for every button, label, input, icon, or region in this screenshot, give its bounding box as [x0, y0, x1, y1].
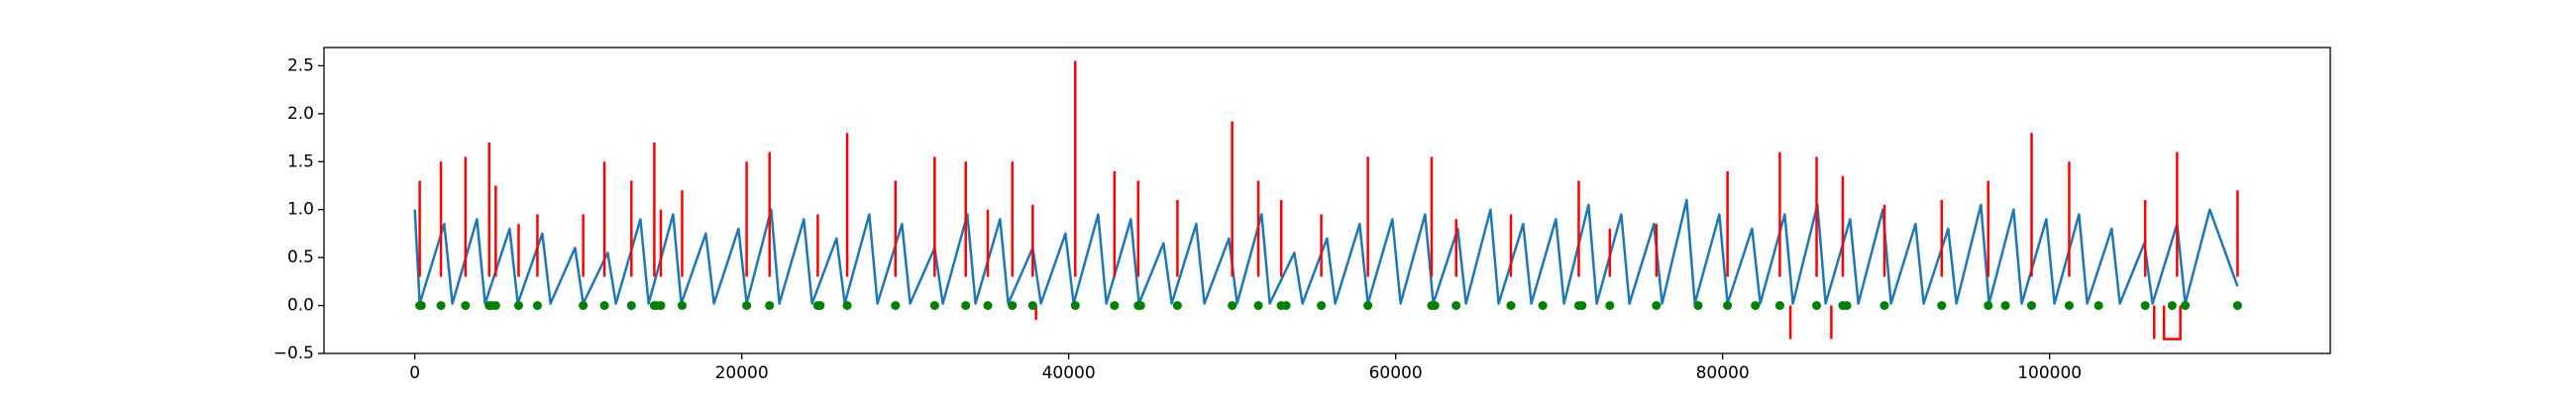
point: [983, 301, 993, 311]
point: [579, 301, 589, 311]
point: [2000, 301, 2010, 311]
point: [742, 301, 752, 311]
point: [1812, 301, 1822, 311]
point: [1228, 301, 1237, 311]
x-tick-label: 100000: [2017, 363, 2082, 383]
point: [2093, 301, 2103, 311]
point: [416, 301, 426, 311]
y-tick-label: −0.5: [273, 344, 314, 363]
point: [1135, 301, 1145, 311]
point: [1430, 301, 1440, 311]
point: [1605, 301, 1615, 311]
point: [532, 301, 542, 311]
point: [1451, 301, 1461, 311]
point: [1317, 301, 1327, 311]
plot-area: [413, 60, 2242, 341]
point: [461, 301, 471, 311]
point: [1008, 301, 1018, 311]
point: [2181, 301, 2191, 311]
point: [1506, 301, 1516, 311]
point: [1070, 301, 1080, 311]
y-tick-label: 2.0: [287, 104, 314, 124]
point: [1172, 301, 1182, 311]
point: [1723, 301, 1733, 311]
point: [436, 301, 446, 311]
point: [1110, 301, 1120, 311]
point: [2027, 301, 2037, 311]
point: [961, 301, 971, 311]
point: [1937, 301, 1947, 311]
point: [490, 301, 500, 311]
point: [677, 301, 687, 311]
point: [2232, 301, 2242, 311]
point: [765, 301, 775, 311]
point: [842, 301, 852, 311]
point: [1577, 301, 1587, 311]
point: [599, 301, 609, 311]
y-tick-label: 1.5: [287, 151, 314, 171]
point: [1253, 301, 1263, 311]
point: [1751, 301, 1761, 311]
y-tick-label: 1.0: [287, 200, 314, 220]
x-tick-label: 60000: [1369, 363, 1423, 383]
point: [656, 301, 666, 311]
point: [1281, 301, 1291, 311]
point: [815, 301, 825, 311]
point: [929, 301, 939, 311]
y-tick-label: 0.0: [287, 296, 314, 316]
point: [513, 301, 523, 311]
point: [626, 301, 636, 311]
point: [2140, 301, 2150, 311]
series-line: [413, 198, 2239, 305]
point: [891, 301, 901, 311]
x-tick-label: 20000: [715, 363, 769, 383]
point: [2064, 301, 2074, 311]
y-tick-label: 0.5: [287, 248, 314, 267]
point: [1842, 301, 1852, 311]
point: [1027, 301, 1037, 311]
axes-frame: [323, 47, 2331, 354]
x-tick-label: 80000: [1696, 363, 1750, 383]
point: [1984, 301, 1993, 311]
point: [1538, 301, 1548, 311]
point: [2167, 301, 2177, 311]
point: [1652, 301, 1662, 311]
x-tick-label: 0: [409, 363, 420, 383]
x-tick-label: 40000: [1042, 363, 1096, 383]
point: [1774, 301, 1784, 311]
y-tick-label: 2.5: [287, 55, 314, 75]
point: [1693, 301, 1703, 311]
point: [1363, 301, 1373, 311]
series-line: [2162, 305, 2182, 341]
point: [1879, 301, 1889, 311]
